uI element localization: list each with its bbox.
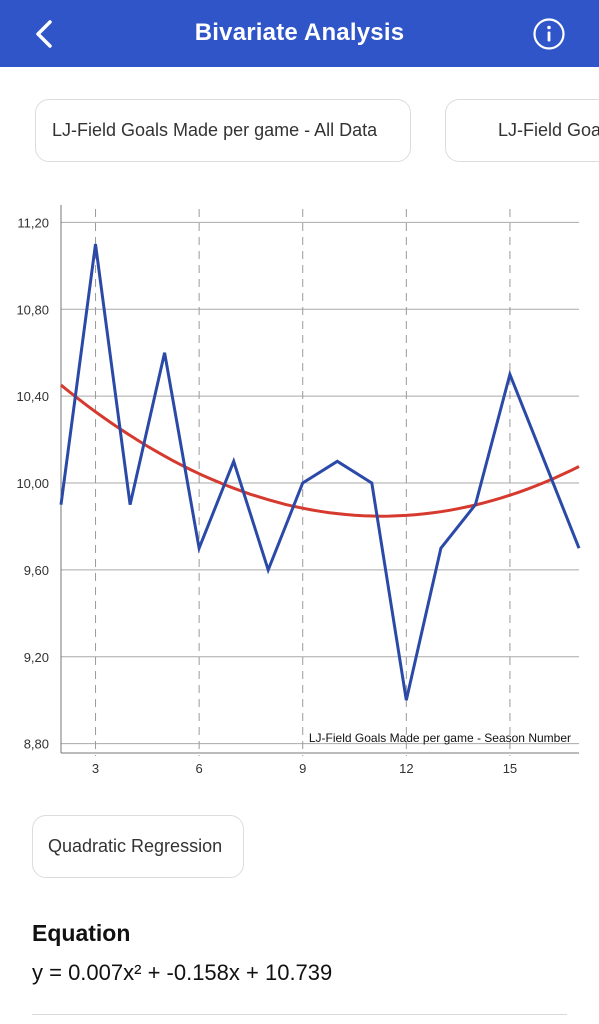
regression-curve [60,383,580,518]
y-tick-label: 9,20 [24,650,49,665]
x-tick-label: 9 [299,761,306,776]
chevron-left-icon[interactable] [30,16,60,52]
regression-type-selector[interactable]: Quadratic Regression [32,815,244,878]
x-variable-label: LJ-Field Goals Made per game - Season Nu… [498,120,599,140]
bivariate-chart: 8,80 9,20 9,60 10,00 10,40 10,80 11,20 3 6 9 12 15 L… [16,205,581,776]
x-tick-label: 12 [399,761,413,776]
equation-title: Equation [32,920,131,946]
y-tick-label: 11,20 [17,215,49,230]
y-variable-selector[interactable]: LJ-Field Goals Made per game - All Data [35,99,411,162]
x-variable-selector[interactable]: LJ-Field Goals Made per game - Season Nu… [445,99,599,162]
y-tick-label: 10,80 [16,302,49,317]
x-axis-label: LJ-Field Goals Made per game - Season Nu… [309,731,571,745]
x-tick-label: 15 [503,761,517,776]
page-title: Bivariate Analysis [194,19,405,46]
y-tick-label: 10,00 [16,476,49,491]
y-tick-label: 9,60 [24,563,49,578]
equation-text: y = 0.007x² + -0.158x + 10.739 [32,960,333,985]
regression-type-label: Quadratic Regression [48,836,223,856]
data-series-line [59,243,581,701]
info-icon[interactable] [532,17,566,51]
app-header: Bivariate Analysis [0,0,599,67]
x-tick-label: 6 [196,761,203,776]
y-tick-label: 10,40 [16,389,49,404]
y-variable-label: LJ-Field Goals Made per game - All Data [52,120,378,140]
x-tick-label: 3 [92,761,99,776]
divider [32,1014,567,1015]
y-tick-label: 8,80 [24,737,49,752]
